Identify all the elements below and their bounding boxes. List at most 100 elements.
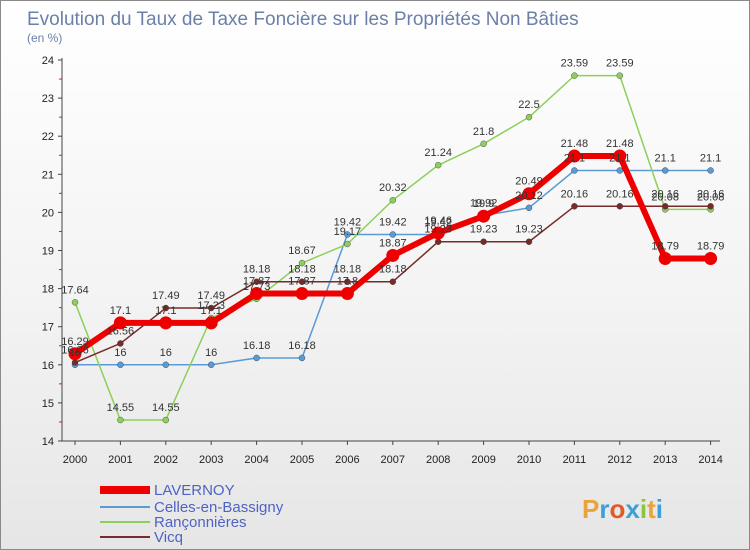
data-point — [117, 416, 124, 424]
y-tick-label: 22 — [42, 131, 54, 143]
data-label: 17.49 — [197, 290, 225, 302]
legend-label: Celles-en-Bassigny — [154, 499, 284, 516]
data-label: 23.59 — [561, 58, 589, 70]
x-tick-label: 2007 — [381, 454, 405, 466]
data-label: 18.18 — [334, 264, 362, 276]
data-point — [707, 167, 714, 174]
data-label: 20.32 — [379, 182, 407, 194]
data-point — [567, 149, 581, 163]
x-tick-label: 2014 — [698, 454, 722, 466]
data-point — [162, 416, 170, 424]
data-point — [253, 354, 260, 362]
data-point — [389, 231, 396, 238]
y-tick-label: 23 — [42, 93, 54, 105]
data-label: 20.16 — [606, 188, 634, 200]
data-label: 20.49 — [515, 176, 543, 188]
proxiti-logo: Proxiti — [582, 494, 663, 524]
data-label: 19.42 — [379, 216, 407, 228]
data-label: 18.18 — [243, 264, 271, 276]
data-label: 19.42 — [424, 216, 452, 228]
data-label: 17.1 — [200, 305, 221, 317]
data-point — [298, 354, 306, 362]
data-label: 17.87 — [288, 276, 316, 288]
data-point — [162, 361, 170, 368]
data-point — [571, 203, 578, 210]
svg-text:Proxiti: Proxiti — [582, 494, 663, 524]
data-label: 16 — [160, 347, 172, 359]
data-point — [344, 240, 351, 248]
data-point — [525, 113, 533, 121]
data-point — [162, 304, 170, 312]
y-tick-label: 17 — [42, 322, 54, 334]
data-point — [117, 340, 124, 347]
x-tick-label: 2004 — [244, 454, 268, 466]
data-point — [71, 359, 79, 366]
data-label: 21.48 — [561, 138, 589, 150]
data-point — [344, 278, 351, 285]
data-label: 16.18 — [243, 340, 271, 352]
data-point — [616, 167, 623, 174]
data-point — [704, 252, 718, 266]
x-tick-label: 2008 — [426, 454, 450, 466]
data-labels: 16.29 17.1 17.1 17.1 17.87 17.87 17.8 18.87 19.4… — [61, 58, 724, 414]
data-label: 19.23 — [424, 224, 452, 236]
data-label: 19.42 — [334, 216, 362, 228]
data-label: 19.92 — [470, 197, 498, 209]
data-label: 18.79 — [651, 241, 679, 253]
data-label: 14.55 — [107, 402, 135, 414]
data-point — [571, 167, 578, 174]
data-point — [113, 316, 127, 330]
data-label: 22.5 — [518, 99, 539, 111]
data-label: 17.8 — [337, 276, 358, 288]
x-tick-label: 2005 — [290, 454, 314, 466]
data-point — [295, 287, 309, 301]
data-label: 21.1 — [609, 152, 630, 164]
data-point — [522, 187, 536, 201]
legend-label: LAVERNOY — [154, 482, 235, 499]
data-label: 20.12 — [515, 190, 543, 202]
data-label: 18.67 — [288, 245, 316, 257]
data-label: 21.8 — [473, 126, 494, 138]
y-tick-label: 19 — [42, 246, 54, 258]
data-label: 16.29 — [61, 336, 89, 348]
data-label: 20.16 — [697, 188, 725, 200]
data-label: 16 — [205, 347, 217, 359]
data-point — [117, 361, 124, 368]
data-label: 20.08 — [651, 191, 679, 203]
data-label: 19.23 — [470, 224, 498, 236]
data-label: 19.17 — [334, 226, 362, 238]
data-point — [707, 203, 714, 210]
data-point — [71, 299, 79, 306]
data-label: 17.73 — [243, 281, 271, 293]
data-label: 18.87 — [379, 237, 407, 249]
data-label: 21.1 — [654, 152, 675, 164]
data-label: 14.55 — [152, 402, 180, 414]
x-tick-label: 2012 — [608, 454, 632, 466]
data-label: 21.1 — [700, 152, 721, 164]
data-point — [571, 72, 578, 79]
data-point — [658, 252, 672, 266]
x-tick-label: 2011 — [563, 454, 587, 466]
data-label: 16.18 — [288, 340, 316, 352]
data-point — [207, 361, 215, 368]
data-label: 19.46 — [424, 215, 452, 227]
data-point — [435, 161, 442, 169]
data-point — [159, 316, 173, 330]
data-point — [344, 231, 351, 238]
x-tick-label: 2000 — [63, 454, 87, 466]
data-point — [389, 197, 396, 204]
data-point — [662, 167, 669, 174]
data-label: 20.08 — [697, 191, 725, 203]
x-tick-label: 2001 — [108, 454, 132, 466]
data-label: 21.48 — [606, 138, 634, 150]
y-tick-label: 15 — [42, 398, 54, 410]
data-point — [525, 204, 533, 212]
data-label: 20.16 — [561, 188, 589, 200]
data-label: 20.16 — [651, 188, 679, 200]
unit-label: (en %) — [27, 31, 62, 45]
legend-label: Vicq — [154, 529, 183, 546]
data-label: 19.9 — [473, 198, 494, 210]
data-point — [250, 287, 264, 301]
data-point — [477, 209, 491, 223]
